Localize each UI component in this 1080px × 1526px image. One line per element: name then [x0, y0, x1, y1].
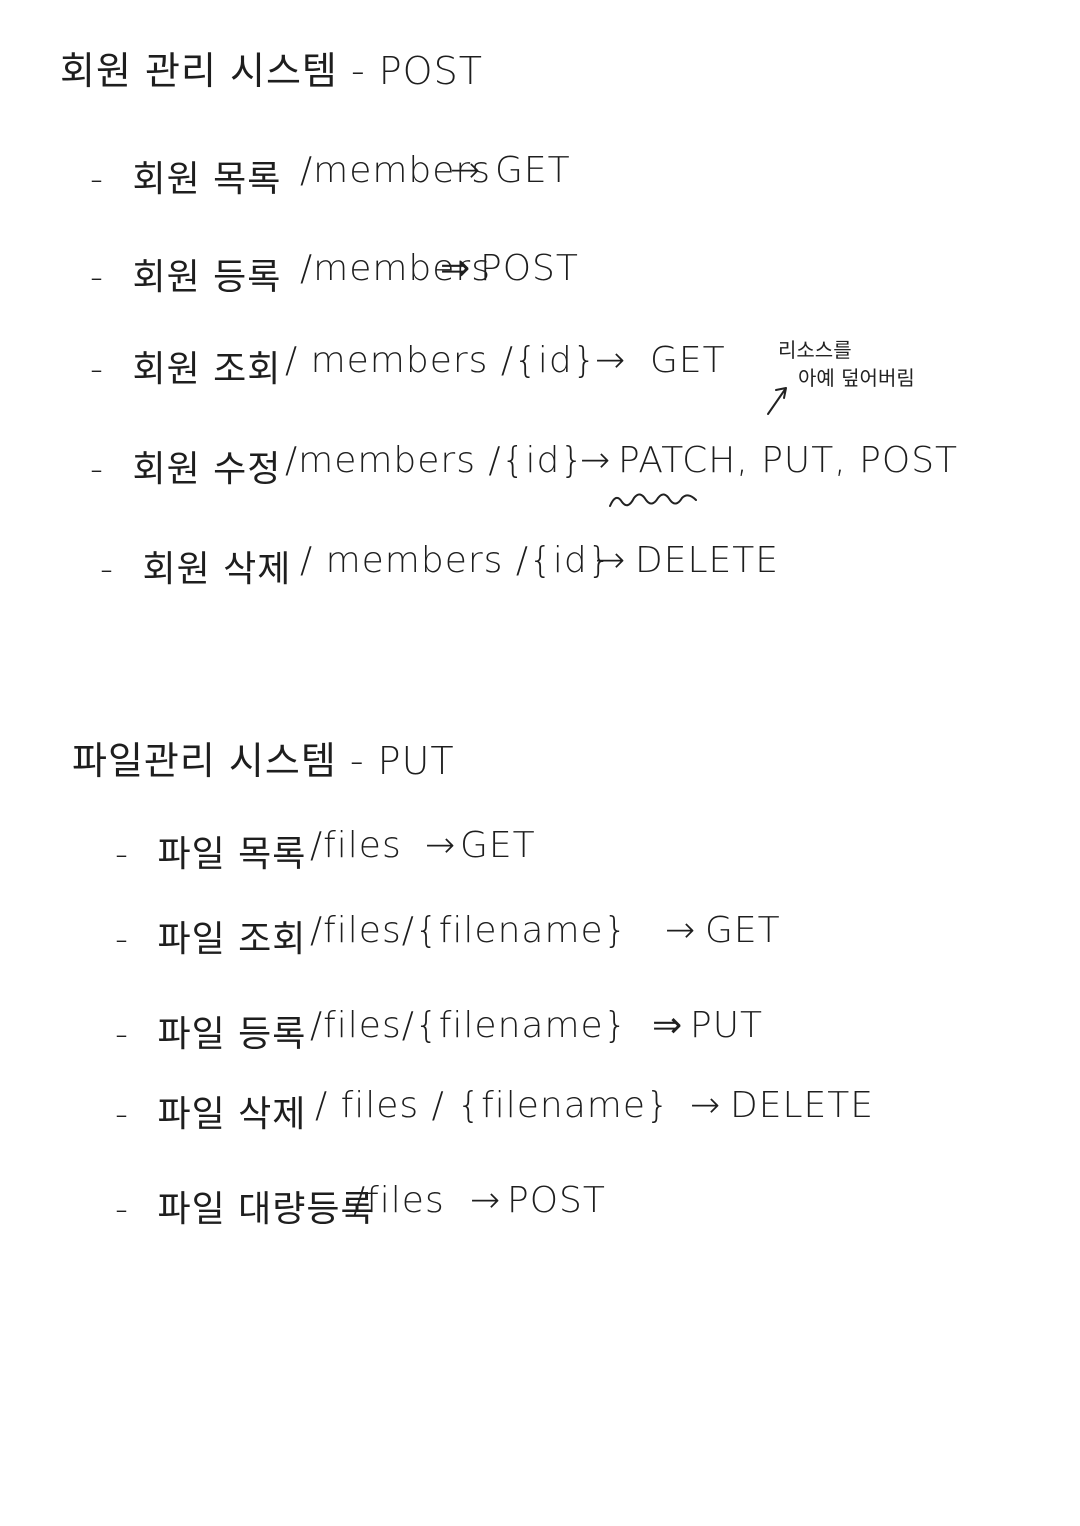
note-pointer-arrow-icon — [767, 387, 787, 415]
row-label: 파일 등록 — [157, 1014, 307, 1055]
row-method: GET — [650, 340, 726, 381]
row-dash: - — [115, 1189, 129, 1230]
row-dash: - — [115, 919, 129, 960]
row-label: 회원 삭제 — [142, 549, 292, 590]
margin-note-line2: 아예 덮어버림 — [798, 366, 915, 390]
file-row-list: - 파일 목록 /files → GET — [115, 825, 1015, 875]
member-row-update: - 회원 수정 /members /{id} → PATCH, PUT, POS… — [90, 440, 1010, 490]
row-method: POST — [480, 248, 579, 289]
row-arrow: ⇒ — [440, 248, 472, 289]
row-dash: - — [115, 1094, 129, 1135]
member-row-delete: - 회원 삭제 / members /{id} → DELETE — [100, 540, 1000, 590]
file-row-read: - 파일 조회 /files/{filename} → GET — [115, 910, 1015, 960]
row-path: / files / {filename} — [315, 1085, 670, 1126]
row-method: DELETE — [730, 1085, 875, 1126]
row-arrow: → — [470, 1180, 502, 1221]
row-dash: - — [90, 449, 104, 490]
row-method: GET — [705, 910, 781, 951]
file-row-create: - 파일 등록 /files/{filename} ⇒ PUT — [115, 1005, 1015, 1055]
file-row-bulk-create: - 파일 대량등록 /files → POST — [115, 1180, 1015, 1230]
member-section-title: 회원 관리 시스템 - POST — [60, 49, 483, 93]
member-row-create: - 회원 등록 /members ⇒ POST — [90, 248, 990, 298]
row-label: 회원 목록 — [132, 159, 282, 200]
row-label: 회원 등록 — [132, 257, 282, 298]
row-method: GET — [495, 150, 571, 191]
member-row-read: - 회원 조회 / members /{id} → GET — [90, 340, 990, 390]
file-row-delete: - 파일 삭제 / files / {filename} → DELETE — [115, 1085, 1015, 1135]
row-label: 파일 조회 — [157, 919, 307, 960]
row-dash: - — [115, 834, 129, 875]
row-dash: - — [90, 257, 104, 298]
row-label: 회원 수정 — [132, 449, 282, 490]
squiggle-underline-icon — [609, 493, 697, 507]
row-dash: - — [90, 159, 104, 200]
row-arrow: → — [665, 910, 697, 951]
row-method: GET — [460, 825, 536, 866]
row-arrow: → — [450, 150, 482, 191]
row-dash: - — [115, 1014, 129, 1055]
row-path: / members /{id} — [285, 340, 597, 381]
row-label: 회원 조회 — [132, 349, 282, 390]
row-method: DELETE — [635, 540, 780, 581]
row-path: /files — [310, 825, 402, 866]
row-arrow: → — [425, 825, 457, 866]
row-path: /files — [353, 1180, 445, 1221]
row-label: 파일 대량등록 — [157, 1189, 375, 1230]
row-label: 파일 삭제 — [157, 1094, 307, 1135]
row-arrow: → — [690, 1085, 722, 1126]
member-row-list: - 회원 목록 /members → GET — [90, 150, 990, 200]
row-dash: - — [90, 349, 104, 390]
row-arrow: → — [580, 440, 612, 481]
row-path: /files/{filename} — [310, 910, 628, 951]
row-path: /members /{id} — [285, 440, 585, 481]
row-method: PATCH, PUT, POST — [618, 440, 959, 481]
row-method: POST — [507, 1180, 606, 1221]
row-path: / members /{id} — [300, 540, 612, 581]
row-arrow: ⇒ — [652, 1005, 684, 1046]
file-section-title: 파일관리 시스템 - PUT — [72, 739, 455, 783]
row-method: PUT — [690, 1005, 764, 1046]
row-arrow: → — [595, 340, 627, 381]
row-arrow: → — [595, 540, 627, 581]
row-label: 파일 목록 — [157, 834, 307, 875]
margin-note-line1: 리소스를 — [778, 338, 852, 362]
row-dash: - — [100, 549, 114, 590]
row-path: /members — [300, 150, 491, 191]
row-path: /files/{filename} — [310, 1005, 628, 1046]
row-path: /members — [300, 248, 491, 289]
